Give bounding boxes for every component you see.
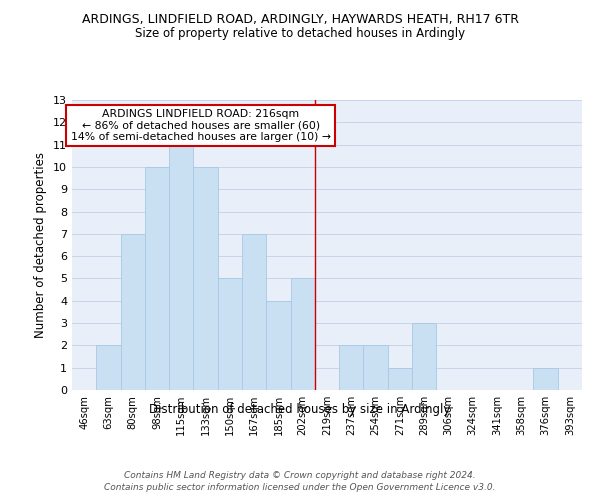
- Bar: [364, 346, 388, 390]
- Text: ARDINGS, LINDFIELD ROAD, ARDINGLY, HAYWARDS HEATH, RH17 6TR: ARDINGS, LINDFIELD ROAD, ARDINGLY, HAYWA…: [82, 12, 518, 26]
- Bar: [169, 144, 193, 390]
- Bar: [266, 301, 290, 390]
- Text: ARDINGS LINDFIELD ROAD: 216sqm
← 86% of detached houses are smaller (60)
14% of : ARDINGS LINDFIELD ROAD: 216sqm ← 86% of …: [71, 109, 331, 142]
- Bar: [96, 346, 121, 390]
- Text: Size of property relative to detached houses in Ardingly: Size of property relative to detached ho…: [135, 28, 465, 40]
- Text: Distribution of detached houses by size in Ardingly: Distribution of detached houses by size …: [149, 402, 451, 415]
- Bar: [121, 234, 145, 390]
- Bar: [145, 167, 169, 390]
- Text: Contains public sector information licensed under the Open Government Licence v3: Contains public sector information licen…: [104, 484, 496, 492]
- Bar: [339, 346, 364, 390]
- Bar: [412, 323, 436, 390]
- Bar: [218, 278, 242, 390]
- Text: Contains HM Land Registry data © Crown copyright and database right 2024.: Contains HM Land Registry data © Crown c…: [124, 471, 476, 480]
- Bar: [388, 368, 412, 390]
- Bar: [533, 368, 558, 390]
- Bar: [193, 167, 218, 390]
- Y-axis label: Number of detached properties: Number of detached properties: [34, 152, 47, 338]
- Bar: [290, 278, 315, 390]
- Bar: [242, 234, 266, 390]
